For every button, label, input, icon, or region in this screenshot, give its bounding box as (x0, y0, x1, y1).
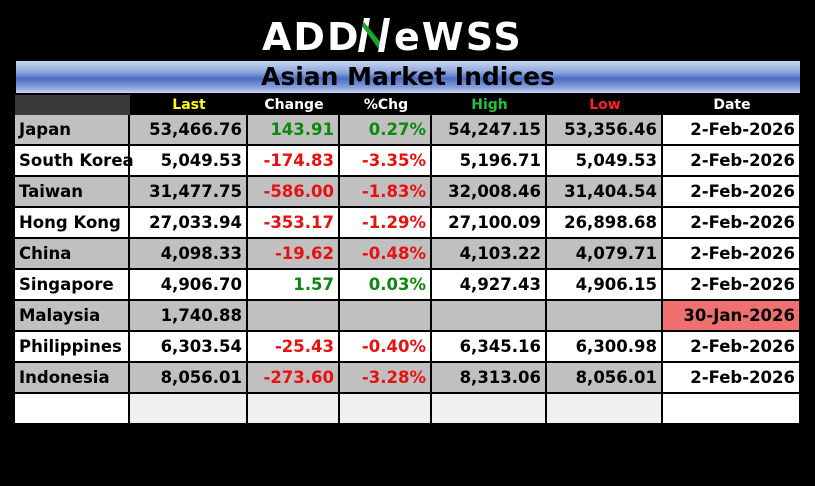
cell-change: -353.17 (248, 208, 340, 239)
column-header-change: Change (248, 95, 340, 115)
page-title: Asian Market Indices (260, 62, 556, 91)
cell-date: 2-Feb-2026 (663, 332, 801, 363)
cell-name: Philippines (15, 332, 130, 363)
cell-last: 4,098.33 (130, 239, 248, 270)
column-header-chg: %Chg (340, 95, 432, 115)
cell-change (248, 301, 340, 332)
empty-cell (130, 394, 248, 425)
cell-date: 2-Feb-2026 (663, 363, 801, 394)
cell-date: 2-Feb-2026 (663, 115, 801, 146)
cell-pct: -3.35% (340, 146, 432, 177)
table-row: China 4,098.33 -19.62 -0.48% 4,103.22 4,079.7… (15, 239, 801, 270)
cell-high: 27,100.09 (432, 208, 547, 239)
empty-cell (248, 394, 340, 425)
cell-low: 53,356.46 (547, 115, 663, 146)
cell-date: 2-Feb-2026 (663, 177, 801, 208)
cell-pct: -0.40% (340, 332, 432, 363)
cell-pct: -1.29% (340, 208, 432, 239)
market-table: Last Change %Chg High Low Date Japan 53,466.76… (15, 95, 801, 425)
cell-change: -586.00 (248, 177, 340, 208)
cell-pct (340, 301, 432, 332)
table-row: Philippines 6,303.54 -25.43 -0.40% 6,345.16 6… (15, 332, 801, 363)
cell-high (432, 301, 547, 332)
cell-last: 27,033.94 (130, 208, 248, 239)
cell-high: 32,008.46 (432, 177, 547, 208)
cell-name: South Korea (15, 146, 134, 177)
column-header-date: Date (663, 95, 801, 115)
brand-logo: ADD eWSS (0, 10, 815, 62)
cell-date: 30-Jan-2026 (663, 301, 801, 332)
logo-right: eWSS (394, 15, 523, 59)
table-row: Indonesia 8,056.01 -273.60 -3.28% 8,313.06 8,… (15, 363, 801, 394)
table-row: Singapore 4,906.70 1.57 0.03% 4,927.43 4,906.… (15, 270, 801, 301)
logo-left: ADD (262, 15, 361, 59)
cell-change: 1.57 (248, 270, 340, 301)
table-body: Japan 53,466.76 143.91 0.27% 54,247.15 53,356… (15, 115, 801, 425)
table-row: Malaysia 1,740.88 30-Jan-2026 (15, 301, 801, 332)
cell-name: Singapore (15, 270, 130, 301)
empty-row (15, 394, 801, 425)
cell-low: 31,404.54 (547, 177, 663, 208)
cell-high: 5,196.71 (432, 146, 547, 177)
cell-high: 6,345.16 (432, 332, 547, 363)
cell-pct: 0.03% (340, 270, 432, 301)
cell-low: 8,056.01 (547, 363, 663, 394)
cell-low: 4,079.71 (547, 239, 663, 270)
table-row: Japan 53,466.76 143.91 0.27% 54,247.15 53,356… (15, 115, 801, 146)
cell-name: Taiwan (15, 177, 130, 208)
table-row: Hong Kong 27,033.94 -353.17 -1.29% 27,100.09… (15, 208, 801, 239)
cell-low: 4,906.15 (547, 270, 663, 301)
column-header-last: Last (130, 95, 248, 115)
table-row: Taiwan 31,477.75 -586.00 -1.83% 32,008.46 31,… (15, 177, 801, 208)
cell-change: -25.43 (248, 332, 340, 363)
cell-last: 4,906.70 (130, 270, 248, 301)
cell-high: 4,103.22 (432, 239, 547, 270)
cell-name: Malaysia (15, 301, 130, 332)
cell-last: 1,740.88 (130, 301, 248, 332)
cell-high: 8,313.06 (432, 363, 547, 394)
column-header-high: High (432, 95, 547, 115)
cell-change: -174.83 (248, 146, 340, 177)
empty-cell (432, 394, 547, 425)
logo-n-mark (357, 18, 390, 52)
cell-pct: -3.28% (340, 363, 432, 394)
cell-low: 5,049.53 (547, 146, 663, 177)
cell-last: 53,466.76 (130, 115, 248, 146)
empty-cell (547, 394, 663, 425)
cell-name: Hong Kong (15, 208, 130, 239)
cell-name: China (15, 239, 130, 270)
column-header-low: Low (547, 95, 663, 115)
cell-pct: -0.48% (340, 239, 432, 270)
cell-last: 5,049.53 (130, 146, 248, 177)
cell-change: -273.60 (248, 363, 340, 394)
logo-icon: ADD eWSS (262, 15, 523, 59)
title-bar: Asian Market Indices (16, 61, 800, 93)
cell-change: 143.91 (248, 115, 340, 146)
cell-last: 8,056.01 (130, 363, 248, 394)
cell-name: Indonesia (15, 363, 130, 394)
cell-date: 2-Feb-2026 (663, 270, 801, 301)
cell-date: 2-Feb-2026 (663, 208, 801, 239)
table-row: South Korea 5,049.53 -174.83 -3.35% 5,196.71… (15, 146, 801, 177)
cell-date: 2-Feb-2026 (663, 146, 801, 177)
cell-last: 6,303.54 (130, 332, 248, 363)
cell-high: 4,927.43 (432, 270, 547, 301)
empty-cell (15, 394, 130, 425)
empty-cell (663, 394, 801, 425)
column-header-name (15, 95, 130, 115)
cell-pct: -1.83% (340, 177, 432, 208)
cell-last: 31,477.75 (130, 177, 248, 208)
cell-date: 2-Feb-2026 (663, 239, 801, 270)
cell-low (547, 301, 663, 332)
header-row: Last Change %Chg High Low Date (15, 95, 801, 115)
cell-change: -19.62 (248, 239, 340, 270)
empty-cell (340, 394, 432, 425)
cell-low: 26,898.68 (547, 208, 663, 239)
cell-pct: 0.27% (340, 115, 432, 146)
cell-low: 6,300.98 (547, 332, 663, 363)
cell-high: 54,247.15 (432, 115, 547, 146)
cell-name: Japan (15, 115, 130, 146)
